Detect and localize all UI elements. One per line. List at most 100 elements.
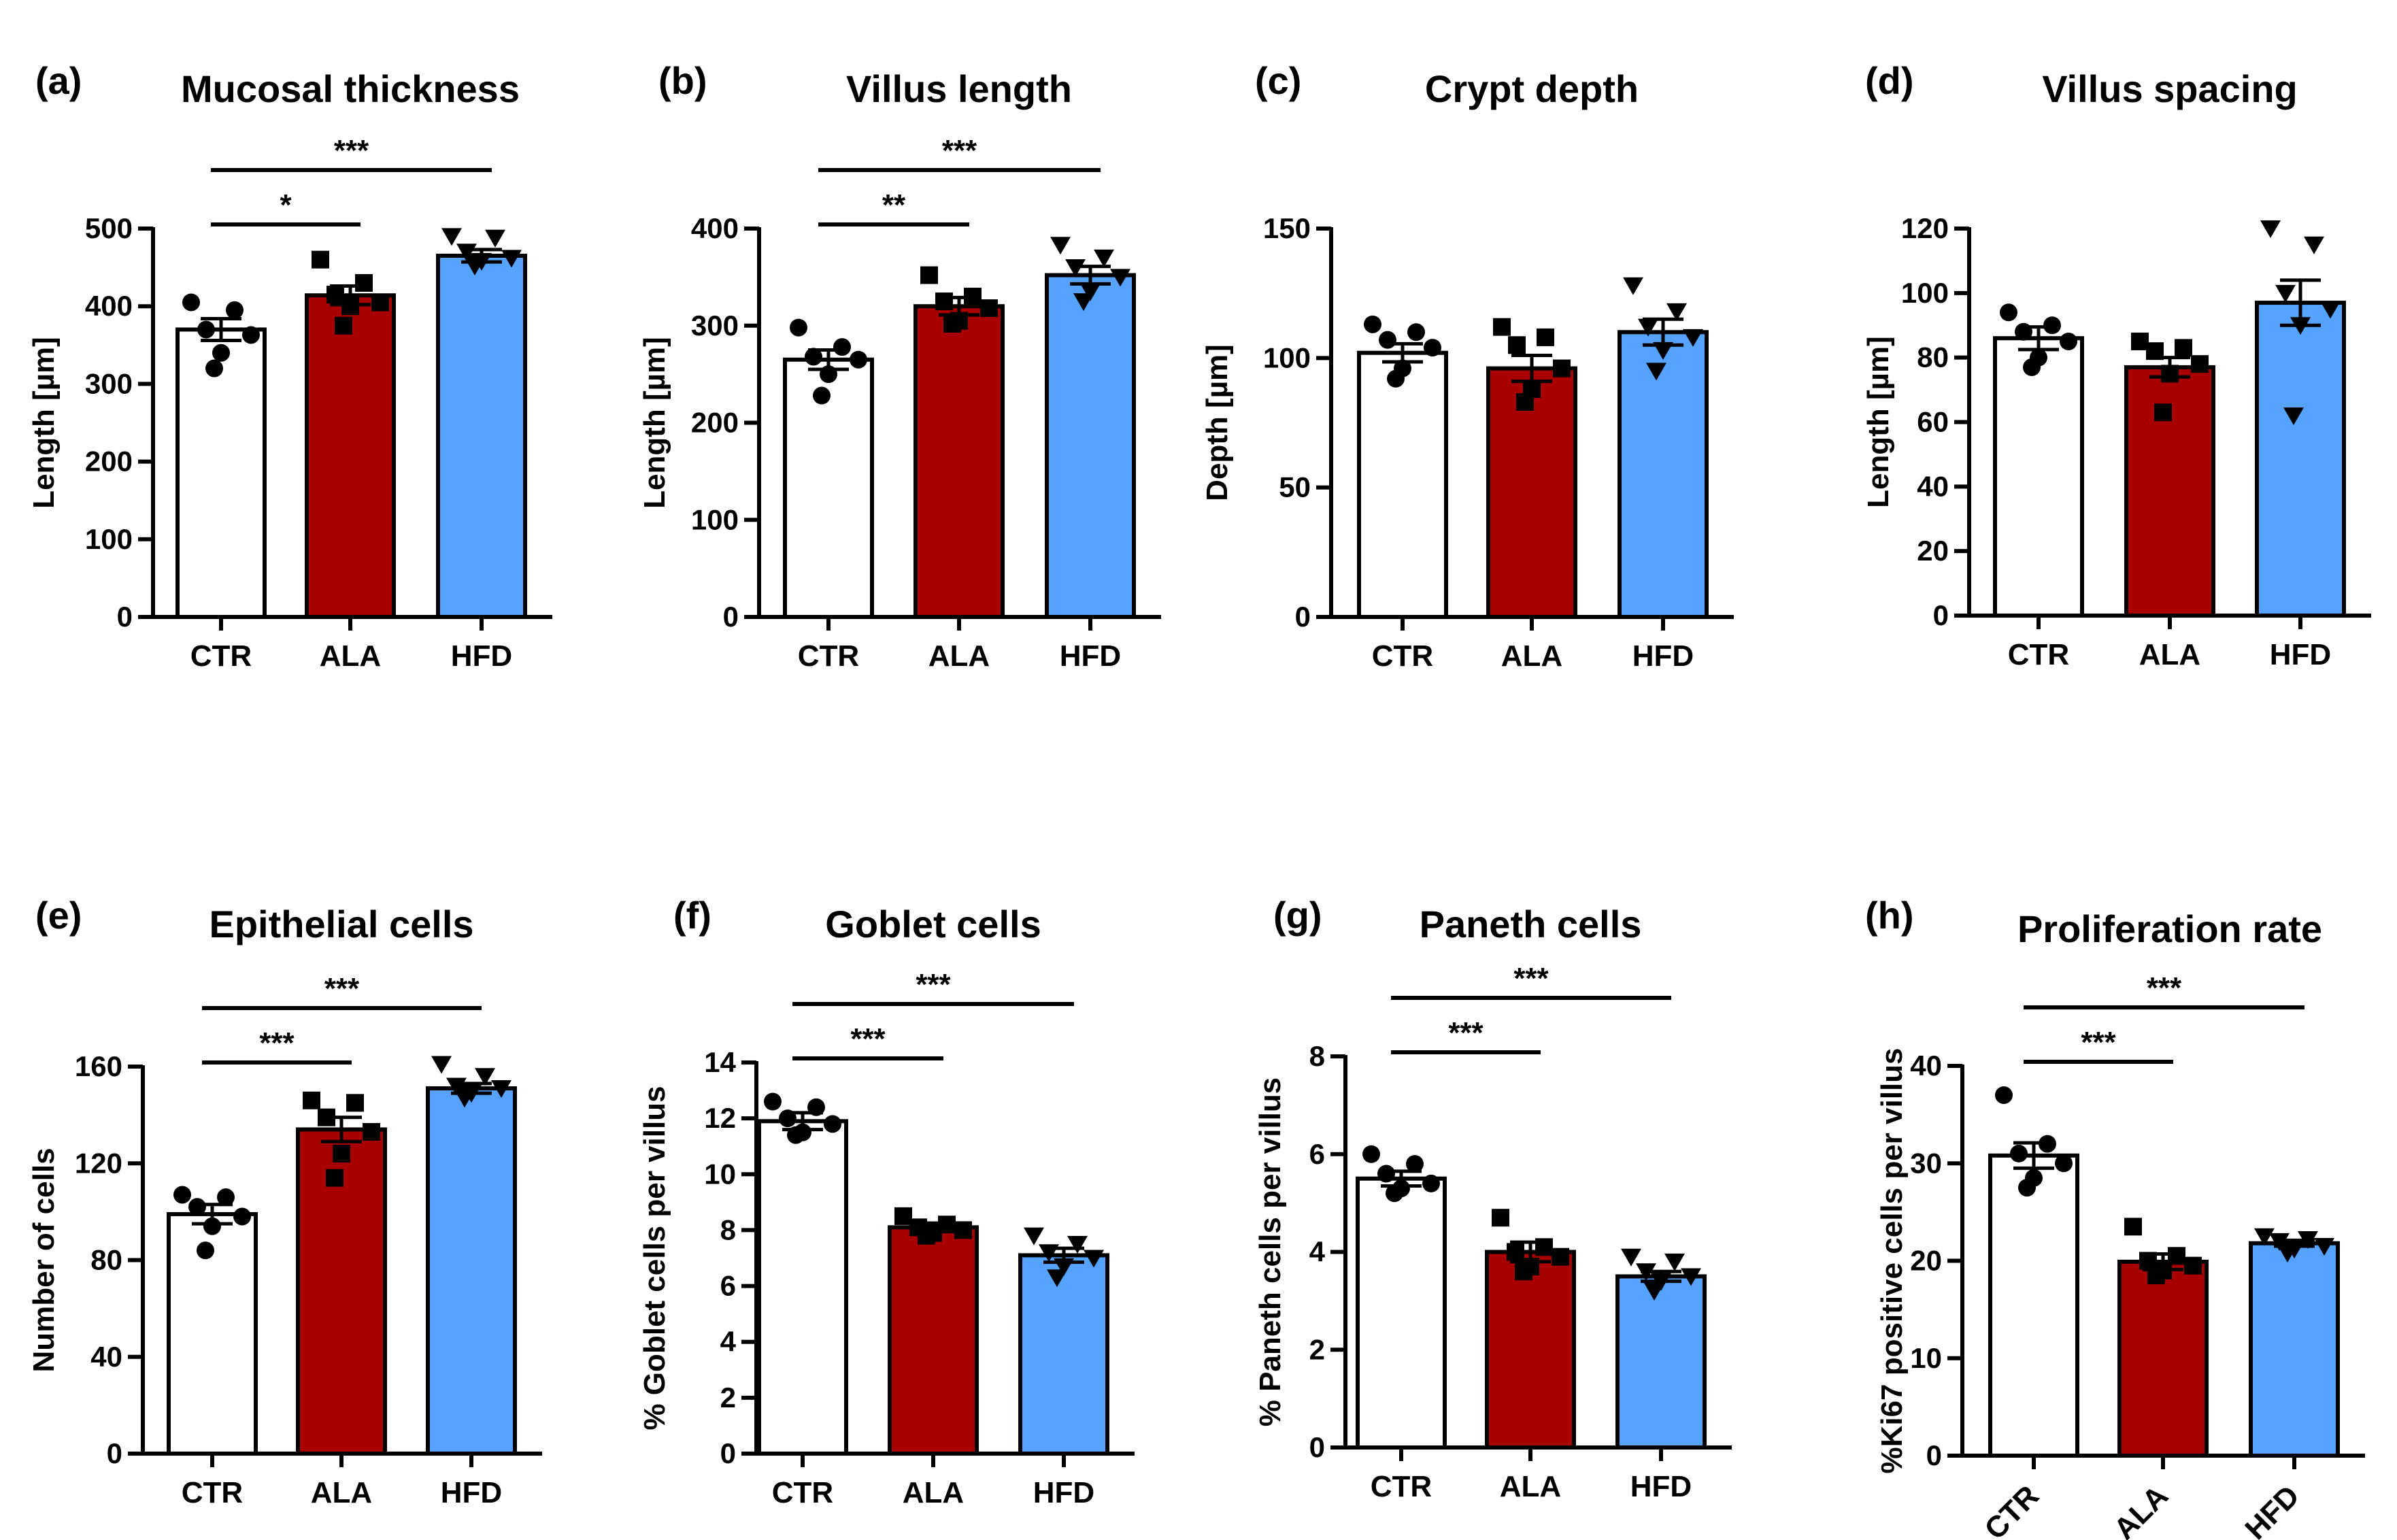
data-point [1653, 341, 1673, 360]
data-point [2260, 220, 2281, 238]
data-point [2124, 1218, 2142, 1236]
data-point [820, 365, 837, 384]
y-tick-label: 120 [1901, 212, 1949, 244]
data-point [2277, 1245, 2298, 1263]
x-tick-label: HFD [1630, 1470, 1692, 1503]
y-tick-label: 12 [704, 1102, 736, 1134]
y-tick-label: 0 [1295, 601, 1311, 633]
data-point [980, 299, 998, 318]
data-point [2320, 301, 2341, 319]
bar-hfd [1045, 273, 1136, 619]
y-tick-label: 0 [723, 601, 739, 633]
x-tick-label: ALA [2139, 638, 2200, 671]
panel-c: (c) Crypt depth 0 50 100 150 Depth [µm] CTR ALA H… [1201, 59, 1734, 673]
data-point [2000, 303, 2017, 322]
data-point [1047, 1269, 1067, 1288]
data-point [1664, 1253, 1685, 1271]
data-point [371, 293, 389, 312]
y-tick-label: 400 [691, 212, 739, 244]
bar-ala [1485, 1250, 1576, 1450]
panel-a: (a) Mucosal thickness 0 100 200 300 400 500 Leng… [27, 59, 552, 673]
data-point [326, 286, 344, 304]
data-point [833, 338, 851, 356]
data-point [1646, 363, 1666, 381]
y-axis-title: % Goblet cells per villus [638, 1086, 671, 1430]
y-axis-title: Length [µm] [27, 337, 61, 509]
panel-g: (g) Paneth cells 0 2 4 6 8 % Paneth cells per v… [1254, 894, 1732, 1503]
data-point [2283, 407, 2304, 426]
significance-label: *** [324, 972, 360, 1005]
panel-letter: (g) [1273, 894, 1322, 937]
data-point [363, 1123, 380, 1141]
data-point [1553, 359, 1571, 378]
data-point [943, 314, 961, 333]
x-tick-label: CTR [182, 1476, 243, 1509]
data-point [2131, 332, 2149, 350]
data-point [341, 297, 359, 316]
y-tick-label: 8 [1309, 1040, 1325, 1072]
data-point [226, 301, 244, 319]
data-point [918, 1226, 935, 1245]
y-tick-label: 0 [1933, 599, 1949, 631]
data-point [456, 244, 477, 262]
data-point [1379, 331, 1396, 349]
data-point [764, 1092, 782, 1111]
data-point [2023, 358, 2041, 376]
y-tick-label: 6 [1309, 1138, 1325, 1170]
data-point [1537, 328, 1554, 346]
bar-ala [913, 304, 1005, 619]
panel-letter: (h) [1865, 894, 1914, 937]
data-point [1552, 1248, 1569, 1266]
significance-label: *** [1513, 962, 1549, 995]
data-point [303, 1091, 320, 1109]
bar-ctr [1357, 350, 1448, 619]
data-point [779, 1109, 797, 1128]
y-tick-label: 2 [720, 1382, 736, 1413]
data-point [485, 229, 505, 248]
data-point [850, 350, 867, 369]
data-point [491, 1080, 512, 1099]
data-point [2015, 322, 2032, 341]
data-point [1094, 249, 1114, 267]
data-point [1638, 318, 1658, 337]
panel-title: Epithelial cells [209, 903, 473, 945]
x-tick-label: ALA [2107, 1479, 2175, 1540]
data-point [1995, 1086, 2013, 1104]
significance-label: ** [882, 188, 906, 222]
data-point [1364, 315, 1381, 333]
y-axis-title: % Paneth cells per villus [1254, 1077, 1287, 1427]
data-point [446, 1077, 467, 1096]
data-point [1054, 1258, 1074, 1276]
panel-d: (d) Villus spacing 0 20 40 60 80 100 120 Length [… [1862, 59, 2371, 671]
x-tick-label: ALA [320, 639, 381, 673]
y-axis-title: Length [µm] [638, 337, 671, 509]
data-point [431, 1056, 452, 1074]
data-point [475, 1068, 495, 1086]
y-tick-label: 4 [720, 1326, 737, 1358]
data-point [1681, 1268, 1701, 1286]
data-point [813, 386, 831, 405]
data-point [335, 316, 352, 335]
y-tick-label: 30 [1910, 1147, 1942, 1179]
y-tick-label: 500 [85, 212, 133, 244]
data-point [1424, 339, 1441, 357]
y-tick-label: 100 [85, 523, 133, 555]
data-point [805, 348, 822, 366]
bar-ctr [1356, 1176, 1447, 1450]
y-tick-label: 50 [1279, 471, 1311, 503]
x-tick-label: ALA [928, 639, 990, 673]
data-point [2275, 284, 2296, 303]
y-tick-label: 40 [1910, 1050, 1942, 1082]
data-point [2060, 332, 2077, 350]
x-tick-label: HFD [2270, 638, 2331, 671]
significance-label: *** [850, 1022, 886, 1056]
y-tick-label: 0 [117, 601, 133, 633]
x-tick-label: HFD [451, 639, 512, 673]
data-point [1073, 293, 1094, 312]
x-tick-label: HFD [2239, 1479, 2306, 1540]
data-point [355, 273, 373, 292]
bar-ctr [1993, 336, 2084, 618]
data-point [1535, 1238, 1553, 1256]
data-point [2314, 1238, 2334, 1256]
y-tick-label: 80 [1917, 341, 1949, 373]
